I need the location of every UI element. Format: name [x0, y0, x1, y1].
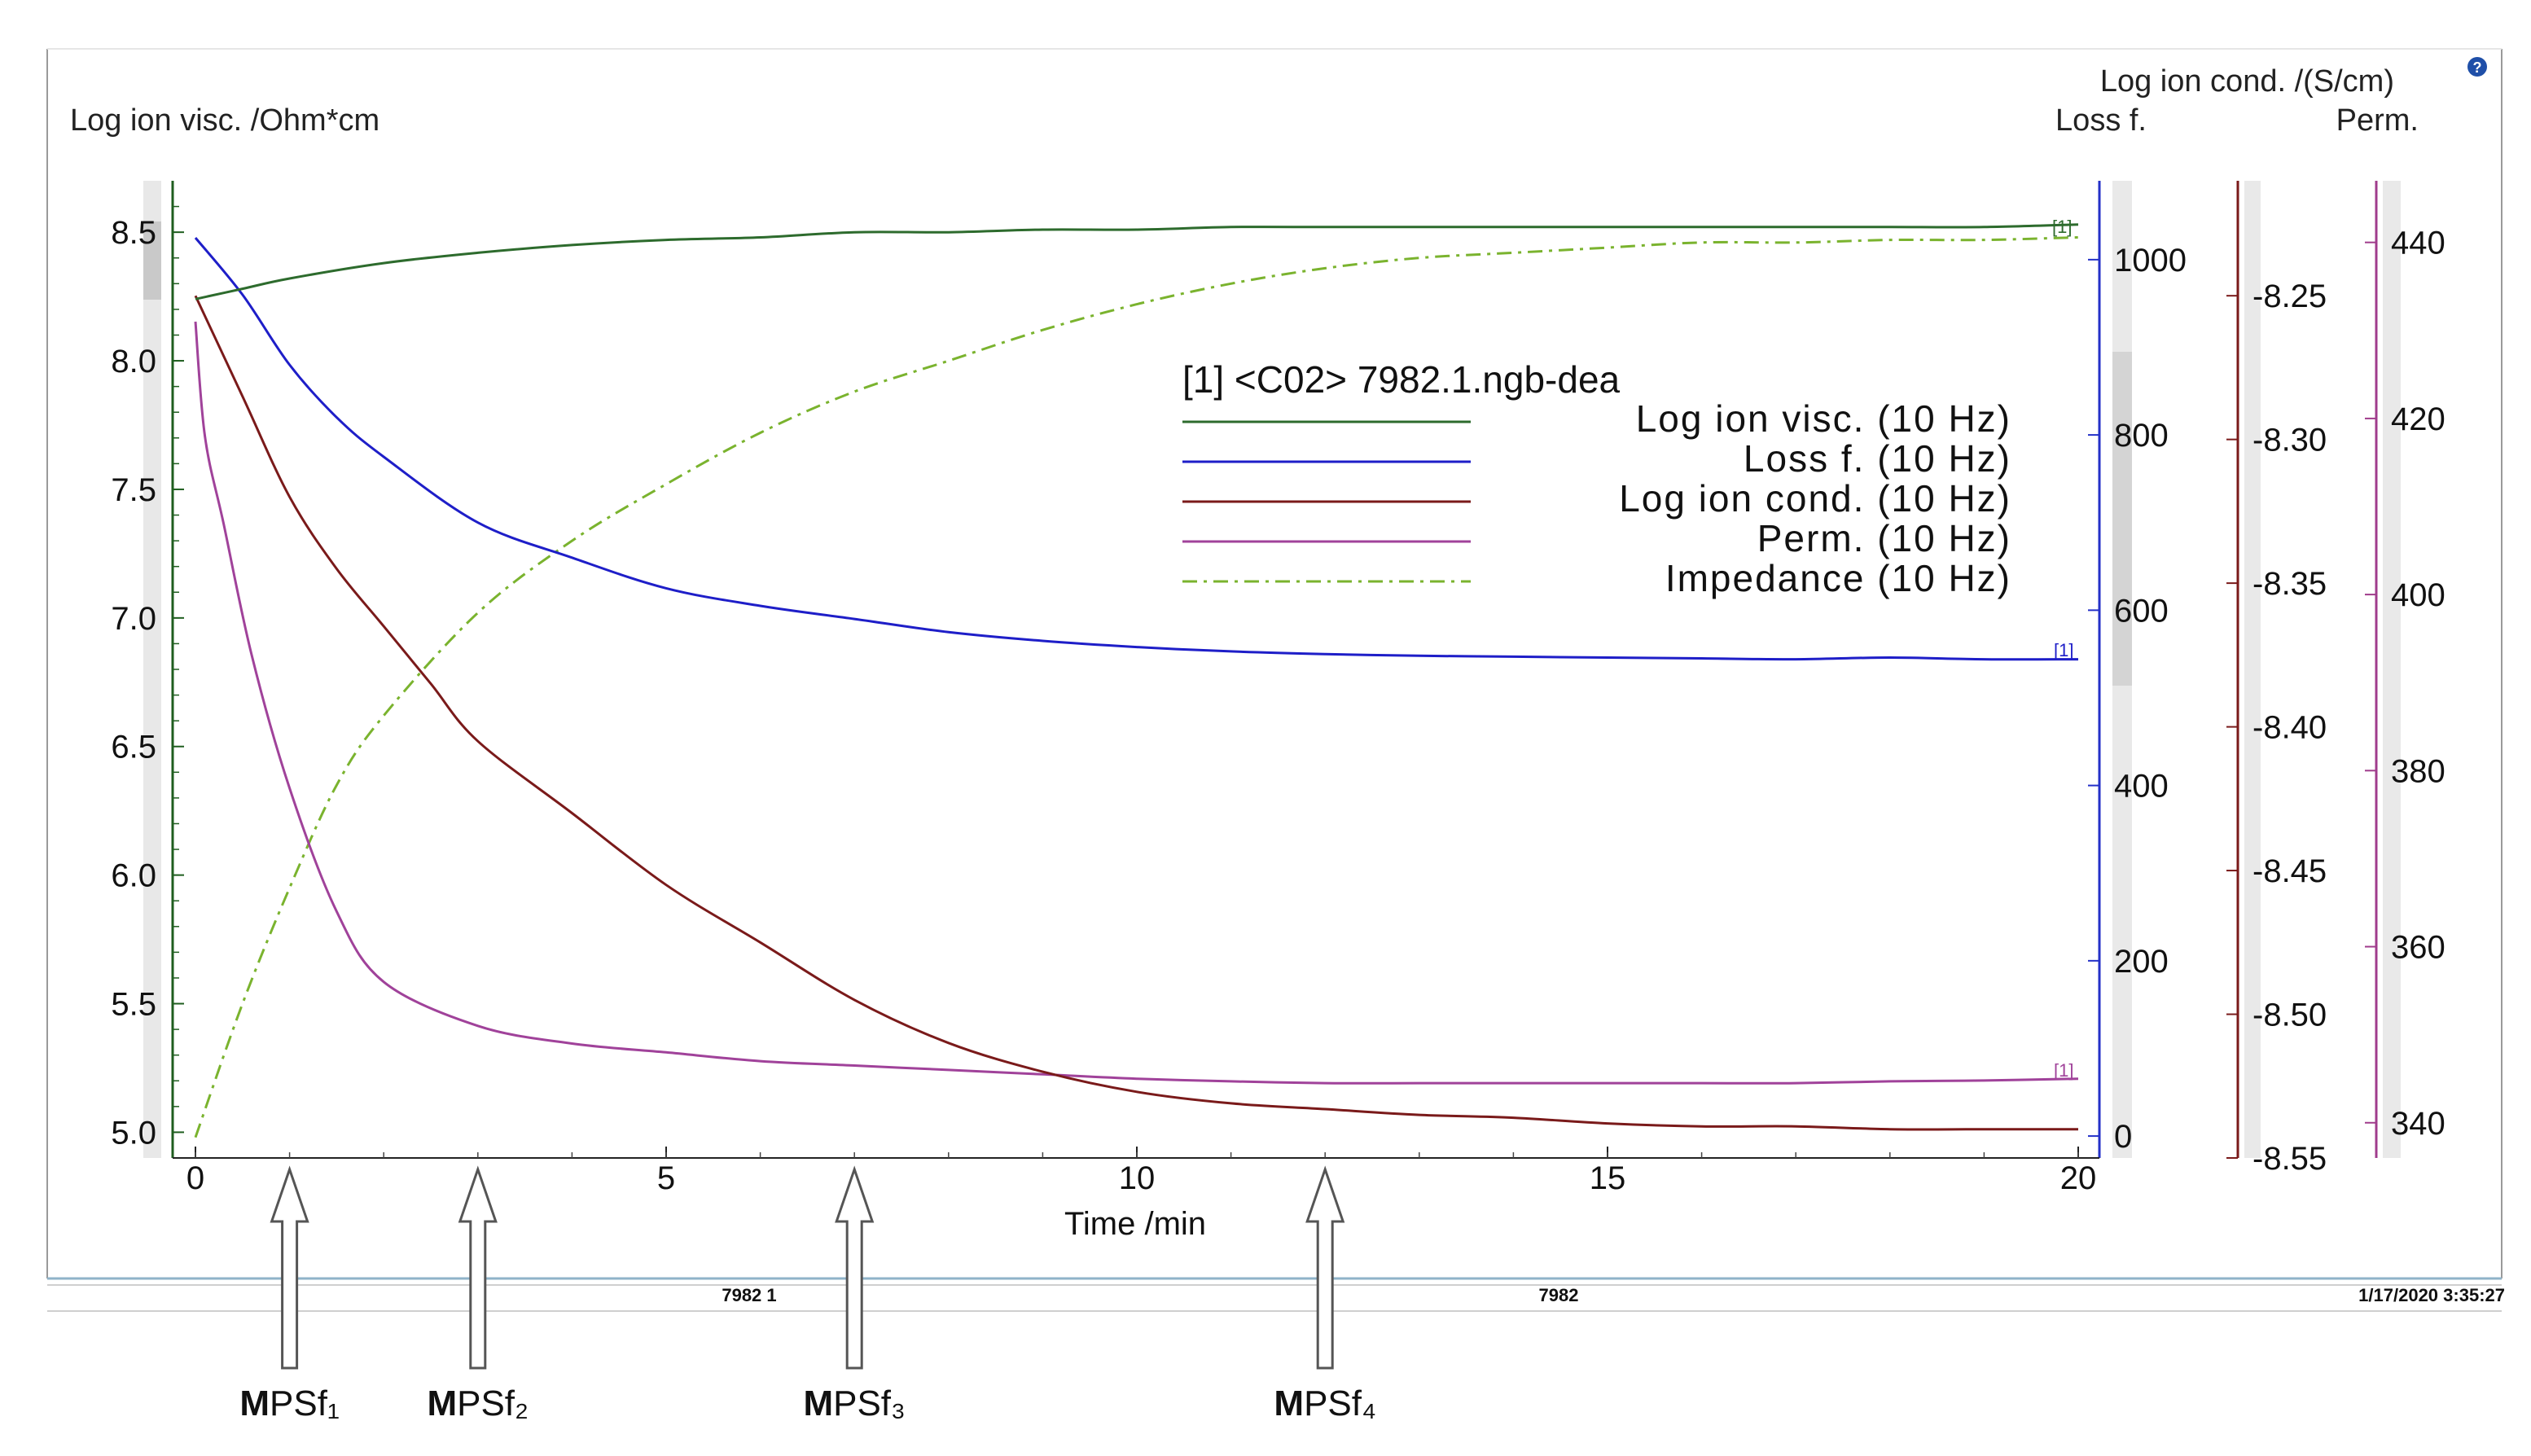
footer-center: 7982 [1539, 1285, 1579, 1305]
perm-axis-title: Perm. [2336, 103, 2419, 138]
legend-title: [1] <C02> 7982.1.ngb-dea [1182, 358, 1621, 401]
legend-label: Loss f. (10 Hz) [1744, 437, 2011, 480]
loss-tick-label: 600 [2114, 593, 2169, 629]
cond-tick-label: -8.35 [2252, 566, 2327, 602]
series-line-impedance [194, 236, 2079, 1138]
series-line-log-ion-visc [195, 223, 2079, 300]
perm-tick-label: 420 [2391, 401, 2445, 437]
svg-text:?: ? [2473, 59, 2482, 76]
left-tick-label: 7.5 [111, 472, 156, 508]
marker-label-rest: PSf [1304, 1384, 1362, 1423]
legend-label: Impedance (10 Hz) [1665, 557, 2011, 599]
legend-label: Log ion cond. (10 Hz) [1619, 477, 2011, 520]
marker-arrow-2: MPSf₂ [427, 1165, 529, 1423]
marker-arrow-1: MPSf₁ [239, 1165, 340, 1423]
cond-tick-label: -8.30 [2252, 423, 2327, 458]
perm-tick-label: 360 [2391, 930, 2445, 966]
series-line-loss-f [194, 237, 2079, 661]
loss-tick-label: 400 [2114, 769, 2169, 805]
marker-label-bold: M [239, 1384, 270, 1423]
series-group [194, 223, 2079, 1138]
loss-axis-thumb[interactable] [2112, 352, 2132, 686]
left-axis-title: Log ion visc. /Ohm*cm [70, 103, 379, 138]
perm-tick-label: 340 [2391, 1106, 2445, 1142]
footer-left: 7982 1 [722, 1285, 776, 1305]
marker-label-sub: ₃ [891, 1384, 906, 1423]
left-scroll-strip[interactable] [143, 181, 161, 1158]
perm-tick-label: 440 [2391, 226, 2445, 261]
x-tick-label: 15 [1590, 1160, 1626, 1196]
arrow-shape [458, 1165, 498, 1370]
cond-tick-label: -8.45 [2252, 853, 2327, 889]
left-tick-label: 6.5 [111, 730, 156, 765]
arrow-shape [835, 1165, 875, 1370]
perm-tick-label: 400 [2391, 577, 2445, 613]
marker-label-sub: ₁ [327, 1384, 340, 1423]
marker-label-bold: M [1274, 1384, 1304, 1423]
cond-tick-label: -8.25 [2252, 278, 2327, 314]
arrow-shape [1305, 1165, 1345, 1370]
left-tick-label: 6.0 [111, 858, 156, 894]
marker-label: MPSf₃ [803, 1384, 906, 1423]
legend-label: Log ion visc. (10 Hz) [1636, 397, 2011, 440]
help-icon[interactable]: ? [2467, 57, 2487, 77]
left-tick-label: 7.0 [111, 601, 156, 637]
left-tick-label: 8.0 [111, 344, 156, 379]
x-tick-label: 10 [1119, 1160, 1156, 1196]
loss-curve-tag: [1] [2054, 640, 2073, 660]
left-scroll-thumb[interactable] [143, 221, 161, 300]
loss-tick-label: 800 [2114, 418, 2169, 454]
legend-label: Perm. (10 Hz) [1757, 517, 2011, 559]
marker-arrow-3: MPSf₃ [803, 1165, 906, 1423]
left-tick-label: 5.0 [111, 1115, 156, 1151]
marker-label-rest: PSf [833, 1384, 892, 1423]
left-tick-label: 5.5 [111, 987, 156, 1023]
loss-tick-label: 1000 [2114, 243, 2187, 278]
x-axis-title: Time /min [1064, 1206, 1206, 1242]
x-tick-label: 20 [2060, 1160, 2097, 1196]
loss-tick-label: 0 [2114, 1119, 2132, 1155]
marker-arrows: MPSf₁ MPSf₂ MPSf₃ MPSf₄ [239, 1165, 1376, 1423]
marker-label: MPSf₄ [1274, 1384, 1376, 1423]
perm-tick-label: 380 [2391, 753, 2445, 789]
cond-tick-label: -8.55 [2252, 1141, 2327, 1177]
marker-arrow-4: MPSf₄ [1274, 1165, 1376, 1423]
cond-tick-label: -8.40 [2252, 710, 2327, 746]
marker-label-rest: PSf [457, 1384, 515, 1423]
axis-ticks: 0 5 10 15 20 5.0 5.5 6.0 6.5 7.0 7.5 8.0 8.5 0 200 400 6… [111, 205, 2445, 1196]
x-tick-label: 5 [657, 1160, 675, 1196]
visc-curve-tag: [1] [2052, 217, 2072, 237]
marker-label: MPSf₂ [427, 1384, 529, 1423]
perm-curve-tag: [1] [2054, 1060, 2073, 1081]
marker-label-bold: M [427, 1384, 457, 1423]
left-tick-label: 8.5 [111, 215, 156, 251]
marker-label-rest: PSf [270, 1384, 328, 1423]
series-line-perm [194, 321, 2079, 1085]
footer-right: 1/17/2020 3:35:27 [2358, 1285, 2505, 1305]
perm-axis-strip [2383, 181, 2401, 1158]
loss-tick-label: 200 [2114, 944, 2169, 980]
arrow-shape [270, 1165, 309, 1370]
marker-label-bold: M [803, 1384, 833, 1423]
marker-label: MPSf₁ [239, 1384, 339, 1423]
x-tick-label: 0 [186, 1160, 204, 1196]
series-line-log-ion-cond [194, 295, 2078, 1131]
loss-axis-title: Loss f. [2055, 103, 2147, 138]
cond-tick-label: -8.50 [2252, 998, 2327, 1033]
marker-label-sub: ₂ [515, 1384, 529, 1423]
legend: [1] <C02> 7982.1.ngb-dea Log ion visc. (… [1182, 358, 2011, 599]
cond-axis-title: Log ion cond. /(S/cm) [2100, 64, 2394, 99]
marker-label-sub: ₄ [1362, 1384, 1376, 1423]
cond-axis-strip [2244, 181, 2261, 1158]
